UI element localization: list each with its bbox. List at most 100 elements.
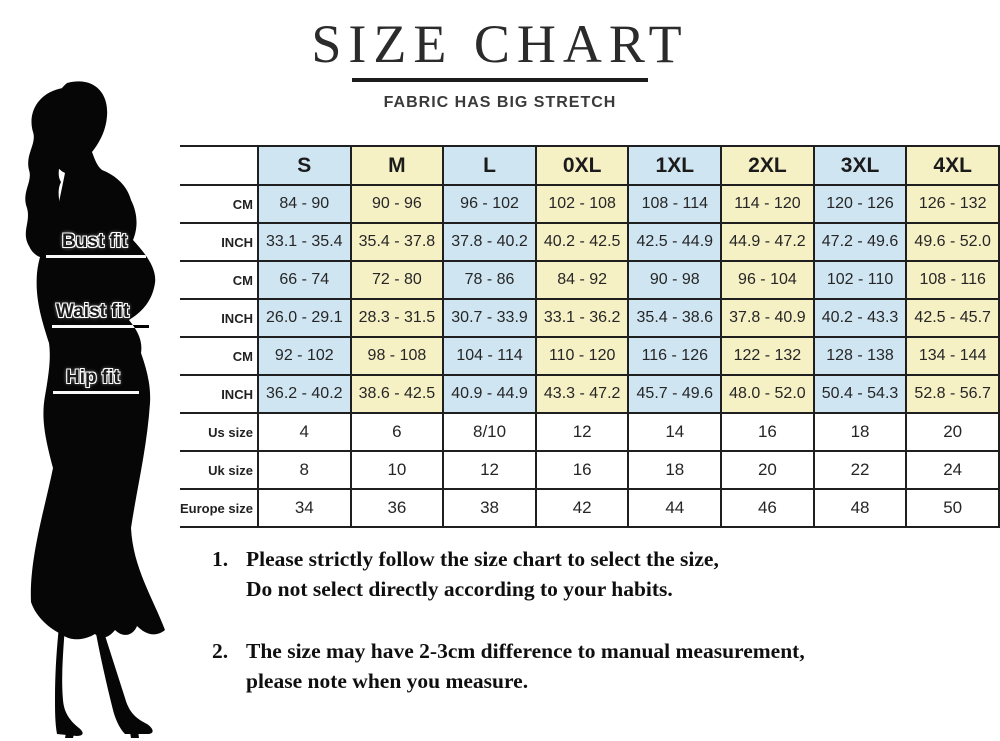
note-number: 2. <box>212 639 229 663</box>
unit-label-cell: INCH <box>180 374 259 414</box>
size-value-cell: 6 <box>349 412 445 452</box>
table-row: Uk size 8 10 12 16 18 20 22 24 <box>180 450 1000 490</box>
size-value-cell: 48 <box>812 488 908 528</box>
unit-label-cell: INCH <box>180 222 259 262</box>
fit-label-waist: Waist fit <box>56 301 130 322</box>
size-value-cell: 12 <box>534 412 630 452</box>
size-value-cell: 12 <box>442 450 537 490</box>
size-value-cell: 26.0 - 29.1 <box>256 298 352 338</box>
size-value-cell: 128 - 138 <box>812 336 908 376</box>
size-col-header: 2XL <box>720 145 815 186</box>
size-col-header: 1XL <box>627 145 723 186</box>
fit-label-hip: Hip fit <box>66 367 120 388</box>
size-value-cell: 40.2 - 43.3 <box>812 298 908 338</box>
size-value-cell: 18 <box>812 412 908 452</box>
table-row: Us size 4 6 8/10 12 14 16 18 20 <box>180 412 1000 452</box>
unit-label-cell: INCH <box>180 298 259 338</box>
size-value-cell: 120 - 126 <box>812 184 908 224</box>
size-value-cell: 42.5 - 45.7 <box>905 298 1000 338</box>
size-value-cell: 40.2 - 42.5 <box>534 222 630 262</box>
size-value-cell: 50 <box>905 488 1000 528</box>
size-value-cell: 36 <box>349 488 445 528</box>
size-value-cell: 52.8 - 56.7 <box>905 374 1000 414</box>
size-value-cell: 98 - 108 <box>349 336 445 376</box>
size-value-cell: 46 <box>720 488 815 528</box>
note-text: Please strictly follow the size chart to… <box>246 544 719 604</box>
size-value-cell: 8 <box>256 450 352 490</box>
table-corner-cell <box>180 145 259 186</box>
size-col-header: S <box>256 145 352 186</box>
size-value-cell: 18 <box>627 450 723 490</box>
unit-label-cell: CM <box>180 184 259 224</box>
size-value-cell: 42 <box>534 488 630 528</box>
size-value-cell: 134 - 144 <box>905 336 1000 376</box>
size-value-cell: 90 - 98 <box>627 260 723 300</box>
note-item: 2. The size may have 2-3cm difference to… <box>212 636 972 696</box>
unit-label-cell: CM <box>180 260 259 300</box>
fit-label-bust: Bust fit <box>62 231 128 252</box>
table-row: INCH 33.1 - 35.4 35.4 - 37.8 37.8 - 40.2 40.… <box>180 222 1000 262</box>
size-col-header: 0XL <box>534 145 630 186</box>
size-value-cell: 36.2 - 40.2 <box>256 374 352 414</box>
size-value-cell: 45.7 - 49.6 <box>627 374 723 414</box>
note-text: The size may have 2-3cm difference to ma… <box>246 636 805 696</box>
size-table: S M L 0XL 1XL 2XL 3XL 4XL CM 84 - 90 90 - 96 96 - 1… <box>180 145 1000 528</box>
size-value-cell: 96 - 102 <box>442 184 537 224</box>
size-header-row: S M L 0XL 1XL 2XL 3XL 4XL <box>180 145 1000 186</box>
size-value-cell: 30.7 - 33.9 <box>442 298 537 338</box>
size-value-cell: 108 - 116 <box>905 260 1000 300</box>
fit-underline-bust <box>46 255 146 258</box>
note-number: 1. <box>212 547 229 571</box>
size-value-cell: 34 <box>256 488 352 528</box>
size-value-cell: 96 - 104 <box>720 260 815 300</box>
title-divider <box>352 78 648 82</box>
size-value-cell: 108 - 114 <box>627 184 723 224</box>
size-value-cell: 102 - 108 <box>534 184 630 224</box>
note-line: please note when you measure. <box>246 669 529 693</box>
table-row: CM 66 - 74 72 - 80 78 - 86 84 - 92 90 - 98 96 … <box>180 260 1000 300</box>
note-line: Do not select directly according to your… <box>246 577 673 601</box>
size-value-cell: 38.6 - 42.5 <box>349 374 445 414</box>
size-value-cell: 92 - 102 <box>256 336 352 376</box>
size-value-cell: 38 <box>442 488 537 528</box>
note-item: 1. Please strictly follow the size chart… <box>212 544 972 604</box>
note-line: The size may have 2-3cm difference to ma… <box>246 639 805 663</box>
size-value-cell: 44.9 - 47.2 <box>720 222 815 262</box>
size-value-cell: 16 <box>534 450 630 490</box>
size-col-header: 4XL <box>905 145 1000 186</box>
size-value-cell: 44 <box>627 488 723 528</box>
size-value-cell: 49.6 - 52.0 <box>905 222 1000 262</box>
row-label-cell: Uk size <box>180 450 259 490</box>
woman-silhouette-graphic <box>25 81 165 738</box>
row-label-cell: Europe size <box>180 488 259 528</box>
size-value-cell: 24 <box>905 450 1000 490</box>
size-value-cell: 114 - 120 <box>720 184 815 224</box>
size-value-cell: 37.8 - 40.9 <box>720 298 815 338</box>
note-line: Please strictly follow the size chart to… <box>246 547 719 571</box>
page-subtitle: FABRIC HAS BIG STRETCH <box>383 94 617 111</box>
size-value-cell: 66 - 74 <box>256 260 352 300</box>
table-row: INCH 36.2 - 40.2 38.6 - 42.5 40.9 - 44.9 43.… <box>180 374 1000 414</box>
size-value-cell: 33.1 - 36.2 <box>534 298 630 338</box>
size-value-cell: 102 - 110 <box>812 260 908 300</box>
size-value-cell: 84 - 92 <box>534 260 630 300</box>
size-value-cell: 48.0 - 52.0 <box>720 374 815 414</box>
size-value-cell: 20 <box>720 450 815 490</box>
table-row: Europe size 34 36 38 42 44 46 48 50 <box>180 488 1000 528</box>
size-value-cell: 43.3 - 47.2 <box>534 374 630 414</box>
size-value-cell: 116 - 126 <box>627 336 723 376</box>
size-value-cell: 50.4 - 54.3 <box>812 374 908 414</box>
size-value-cell: 35.4 - 37.8 <box>349 222 445 262</box>
size-value-cell: 28.3 - 31.5 <box>349 298 445 338</box>
table-row: CM 84 - 90 90 - 96 96 - 102 102 - 108 108 - 1… <box>180 184 1000 224</box>
size-col-header: L <box>442 145 537 186</box>
size-value-cell: 35.4 - 38.6 <box>627 298 723 338</box>
size-value-cell: 72 - 80 <box>349 260 445 300</box>
size-value-cell: 42.5 - 44.9 <box>627 222 723 262</box>
table-row: INCH 26.0 - 29.1 28.3 - 31.5 30.7 - 33.9 33.… <box>180 298 1000 338</box>
size-value-cell: 104 - 114 <box>442 336 537 376</box>
size-value-cell: 20 <box>905 412 1000 452</box>
size-col-header: M <box>349 145 445 186</box>
size-value-cell: 84 - 90 <box>256 184 352 224</box>
